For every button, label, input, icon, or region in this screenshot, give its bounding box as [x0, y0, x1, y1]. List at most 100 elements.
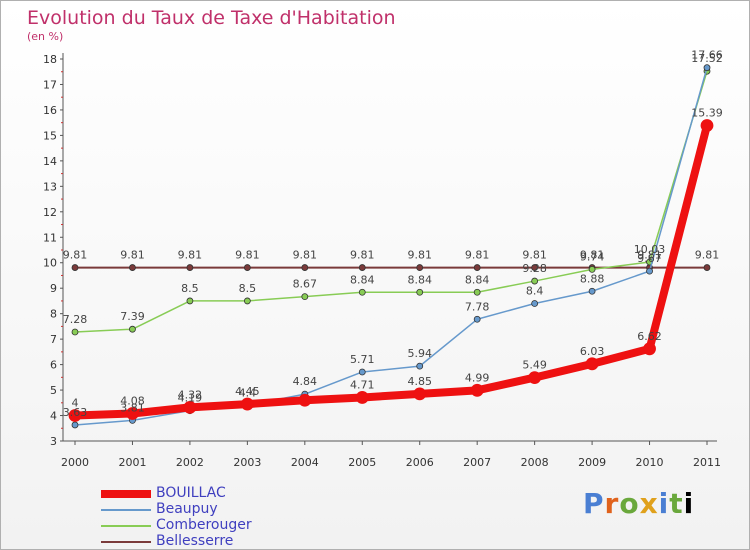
data-label-beaupuy: 3.81 [120, 401, 145, 414]
data-label-bellesserre: 9.81 [637, 249, 662, 262]
y-tick-label: 16 [43, 104, 57, 117]
data-label-beaupuy: 7.78 [465, 300, 490, 313]
x-tick-label: 2008 [521, 456, 549, 469]
data-label-bouillac: 4 [72, 397, 79, 410]
data-point-bouillac [470, 383, 484, 397]
data-label-beaupuy: 8.88 [580, 272, 605, 285]
y-tick-label: 4 [50, 410, 57, 423]
data-label-comberouger: 8.67 [293, 278, 318, 291]
data-label-beaupuy: 5.94 [407, 347, 432, 360]
data-point-bouillac [183, 400, 197, 414]
data-point-beaupuy [646, 267, 653, 275]
data-point-comberouger [531, 277, 539, 285]
legend-label: BOUILLAC [156, 485, 226, 501]
data-point-comberouger [358, 288, 366, 296]
data-label-bouillac: 6.62 [637, 330, 662, 343]
data-label-bellesserre: 9.81 [178, 249, 203, 262]
y-tick-label: 6 [50, 359, 57, 372]
data-point-bellesserre [301, 264, 309, 271]
series-line-comberouger [74, 70, 708, 333]
data-point-bouillac [413, 387, 427, 401]
data-label-beaupuy: 9.67 [637, 252, 662, 265]
data-label-comberouger: 7.28 [63, 313, 88, 326]
data-point-comberouger [129, 325, 136, 333]
data-point-comberouger [588, 265, 596, 273]
y-tick-label: 10 [43, 257, 57, 270]
x-tick-label: 2003 [233, 456, 261, 469]
y-tick-label: 11 [43, 231, 57, 244]
data-label-bouillac: 6.03 [580, 345, 605, 358]
legend-label: Bellesserre [156, 533, 234, 549]
x-tick-label: 2001 [118, 456, 146, 469]
x-tick-label: 2007 [463, 456, 491, 469]
legend-item-beaupuy: Beaupuy [101, 501, 361, 518]
y-tick-label: 9 [50, 282, 57, 295]
data-label-comberouger: 8.84 [465, 273, 490, 286]
data-label-beaupuy: 4.19 [178, 392, 203, 405]
data-point-bellesserre [531, 264, 539, 271]
data-point-beaupuy [473, 315, 481, 323]
data-label-beaupuy: 8.4 [526, 284, 544, 297]
data-point-bouillac [126, 407, 139, 420]
data-point-bouillac [298, 393, 312, 407]
data-label-beaupuy: 3.63 [63, 406, 88, 419]
legend-label: Beaupuy [156, 501, 218, 517]
data-point-beaupuy [703, 64, 711, 72]
data-label-bouillac: 15.39 [691, 106, 723, 119]
data-label-bellesserre: 9.81 [63, 249, 88, 262]
legend-label: Comberouger [156, 517, 252, 533]
data-point-comberouger [243, 297, 251, 305]
legend-swatch [101, 525, 151, 527]
data-point-comberouger [186, 297, 194, 305]
legend-item-comberouger: Comberouger [101, 517, 361, 534]
y-tick-label: 12 [43, 206, 57, 219]
data-label-comberouger: 8.5 [239, 282, 257, 295]
data-label-bouillac: 5.49 [522, 359, 547, 372]
data-label-bouillac: 4.71 [350, 378, 375, 391]
data-label-bouillac: 4.08 [120, 394, 145, 407]
y-tick-label: 7 [50, 333, 57, 346]
data-label-bouillac: 4.45 [235, 385, 260, 398]
y-tick-label: 17 [43, 78, 57, 91]
data-point-bellesserre [358, 264, 366, 271]
data-label-bellesserre: 9.81 [235, 249, 260, 262]
data-point-bouillac [355, 391, 369, 404]
x-tick-label: 2011 [693, 456, 721, 469]
data-label-bellesserre: 9.81 [465, 249, 490, 262]
y-tick-label: 15 [43, 129, 57, 142]
data-point-bouillac [68, 409, 82, 422]
y-tick-label: 8 [50, 308, 57, 321]
series-line-beaupuy [74, 66, 708, 426]
series-layer [68, 64, 714, 429]
data-label-comberouger: 7.39 [120, 310, 145, 323]
data-label-bellesserre: 9.81 [293, 249, 318, 262]
data-point-bellesserre [129, 264, 136, 271]
data-point-bellesserre [243, 264, 251, 271]
data-point-bouillac [528, 371, 542, 384]
data-point-bouillac [585, 357, 599, 371]
data-label-bellesserre: 9.81 [350, 249, 375, 262]
y-tick-label: 18 [43, 53, 57, 66]
data-point-comberouger [416, 288, 424, 296]
chart-subtitle: (en %) [27, 30, 64, 43]
data-label-beaupuy: 5.71 [350, 353, 375, 366]
data-point-bellesserre [473, 264, 481, 271]
legend-item-bellesserre: Bellesserre [101, 533, 361, 550]
series-line-bouillac [71, 121, 711, 420]
data-label-bouillac: 4.85 [407, 375, 432, 388]
data-label-bouillac: 4.99 [465, 371, 490, 384]
data-label-comberouger: 9.28 [522, 262, 547, 275]
data-point-bellesserre [703, 264, 711, 271]
data-point-beaupuy [71, 421, 79, 429]
y-tick-label: 5 [50, 384, 57, 397]
x-tick-label: 2000 [61, 456, 89, 469]
x-tick-label: 2009 [578, 456, 606, 469]
data-label-bellesserre: 9.81 [695, 249, 720, 262]
y-tick-label: 13 [43, 180, 57, 193]
y-tick-label: 14 [43, 155, 57, 168]
data-point-bouillac [643, 342, 656, 356]
data-label-comberouger: 8.5 [181, 282, 199, 295]
x-tick-label: 2005 [348, 456, 376, 469]
data-label-bellesserre: 9.81 [580, 249, 605, 262]
